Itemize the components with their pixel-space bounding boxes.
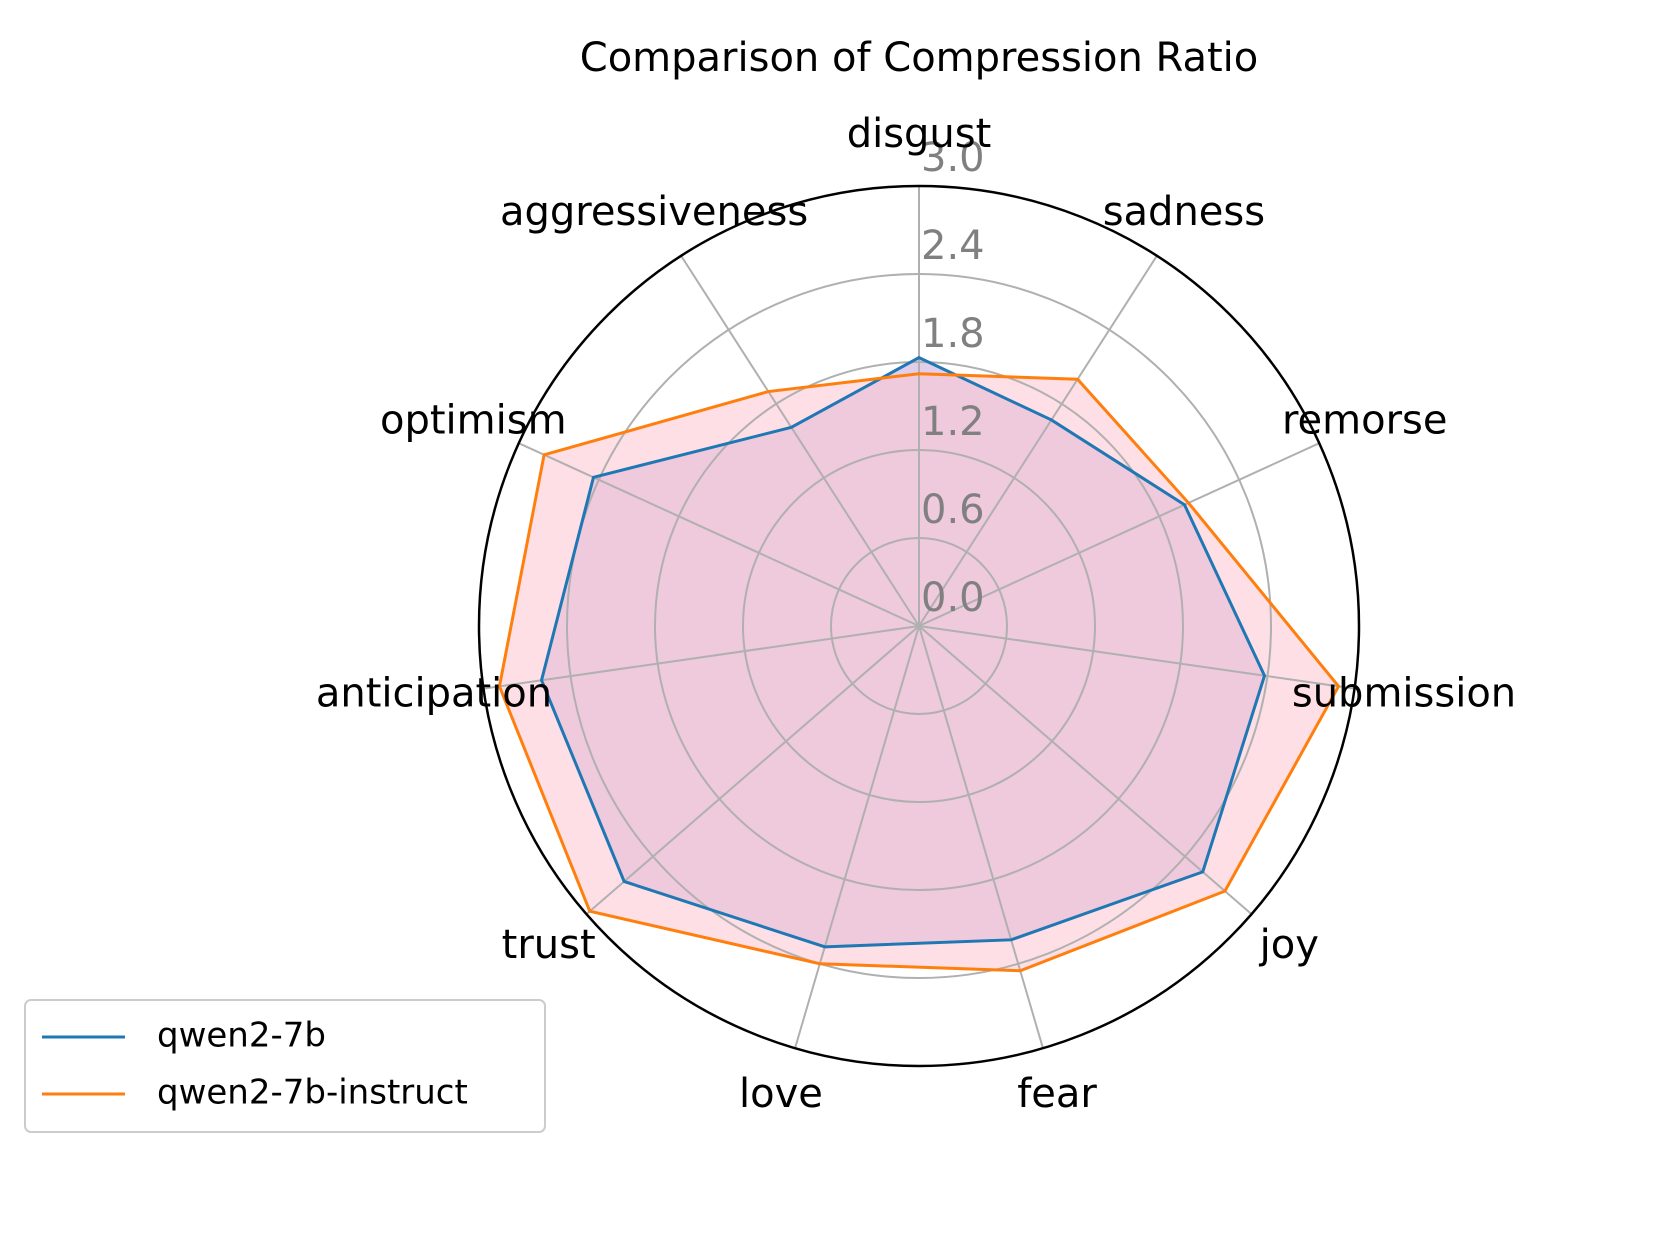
r-tick-label: 2.4 <box>921 223 985 269</box>
series-line <box>539 355 1267 949</box>
legend-label: qwen2-7b <box>157 1016 326 1056</box>
r-tick-label: 1.2 <box>921 399 985 445</box>
legend: qwen2-7b qwen2-7b-instruct <box>24 999 546 1133</box>
spoke <box>918 625 1044 1049</box>
category-label: disgust <box>847 111 992 157</box>
category-label: optimism <box>380 397 567 443</box>
spoke <box>585 625 920 915</box>
category-label: joy <box>1259 922 1319 968</box>
category-label: aggressiveness <box>500 189 808 235</box>
spoke <box>918 442 1320 627</box>
category-label: trust <box>502 922 596 968</box>
category-label: sadness <box>1103 189 1265 235</box>
spoke <box>918 625 1355 690</box>
spoke <box>918 625 1253 915</box>
spoke <box>918 255 1158 627</box>
spoke <box>483 625 920 690</box>
spoke <box>680 255 920 627</box>
legend-label: qwen2-7b-instruct <box>157 1073 468 1113</box>
r-tick-label: 0.6 <box>921 487 985 533</box>
r-tick-label: 0.0 <box>921 575 985 621</box>
spoke <box>794 625 920 1049</box>
category-label: fear <box>1017 1071 1097 1117</box>
outer-ring <box>477 184 1361 1068</box>
r-tick-label: 1.8 <box>921 311 985 357</box>
legend-frame <box>24 999 546 1133</box>
spoke <box>518 442 920 627</box>
category-label: love <box>739 1071 823 1117</box>
chart-title: Comparison of Compression Ratio <box>580 35 1258 81</box>
category-label: remorse <box>1282 397 1448 443</box>
category-label: anticipation <box>316 671 552 717</box>
series-line <box>497 372 1341 973</box>
category-label: submission <box>1292 671 1516 717</box>
r-tick-label: 3.0 <box>921 135 985 181</box>
series-area <box>499 373 1339 971</box>
